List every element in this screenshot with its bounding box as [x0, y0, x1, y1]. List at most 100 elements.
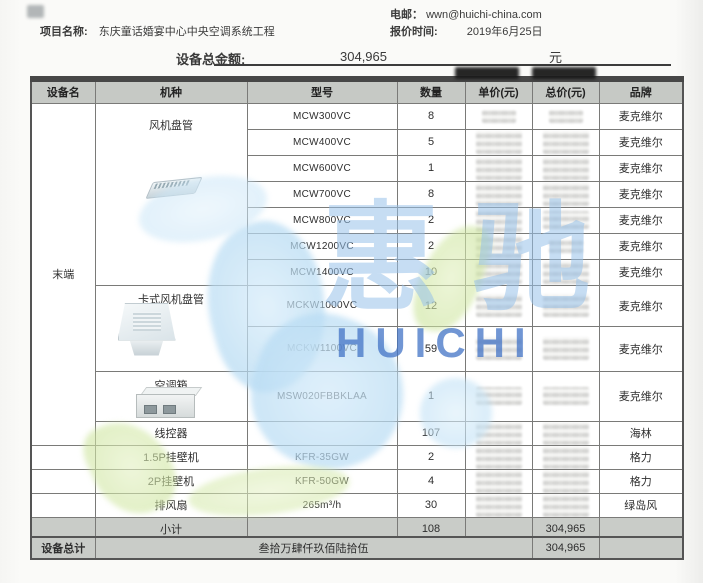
qty-cell: 30 — [396, 492, 466, 518]
email-value: wwn@huichi-china.com — [426, 9, 542, 21]
model-cell: KFR-35GW — [246, 444, 398, 470]
redacted-price — [542, 494, 589, 516]
brand-cell: 麦克维尔 — [598, 206, 684, 234]
total-price-redacted — [531, 154, 600, 182]
model-cell: KFR-50GW — [246, 468, 398, 494]
total-price-redacted — [531, 284, 600, 327]
unit-price-redacted — [464, 444, 533, 470]
brand-cell: 格力 — [598, 468, 684, 494]
device-cell-empty — [30, 444, 96, 470]
table-row: 2P挂壁机 KFR-50GW 4 格力 — [30, 468, 684, 494]
grand-total-value: 304,965 — [531, 536, 600, 560]
total-price-redacted — [531, 128, 600, 156]
table-row: 1.5P挂壁机 KFR-35GW 2 格力 — [30, 444, 684, 470]
stamp-mark — [27, 5, 44, 18]
model-cell: MCW300VC — [246, 102, 398, 130]
table-row: 末端 风机盘管 MCW300VC 8 麦克维尔 — [30, 102, 684, 446]
project-name-label: 项目名称: — [40, 26, 88, 38]
table-row: 线控器 107 海林 — [31, 420, 684, 446]
model-cell: MSW020FBBKLAA — [246, 370, 398, 422]
model-cell: MCW600VC — [246, 154, 398, 182]
col-header-qty: 数量 — [396, 78, 466, 104]
unit-price-redacted — [464, 492, 533, 518]
redacted-price — [542, 337, 589, 360]
email-label: 电邮： — [390, 9, 423, 21]
quotation-table: 设备名 机种 型号 数量 单价(元) 总价(元) 品牌 末端 风机盘管 MCW3… — [30, 76, 684, 543]
model-cell: MCW800VC — [246, 206, 398, 234]
redaction-mark — [532, 67, 596, 79]
redacted-price — [548, 109, 583, 123]
total-price-redacted — [531, 492, 600, 518]
table-row: 卡式风机盘管 MCKW1000VC 12 麦克维尔 — [31, 284, 684, 372]
table-row: 排风扇 265m³/h 30 绿岛风 — [30, 492, 684, 518]
redacted-price — [475, 234, 522, 258]
cassette-fan-coil-image — [117, 302, 178, 361]
quote-date-label: 报价时间: — [390, 26, 438, 38]
redaction-mark — [455, 67, 519, 79]
total-price-redacted — [531, 180, 600, 208]
unit-price-redacted — [464, 128, 533, 156]
table-row: MCW400VC 5 麦克维尔 — [31, 128, 684, 156]
total-price-redacted — [531, 102, 600, 130]
redacted-price — [542, 422, 589, 444]
redacted-price — [475, 182, 522, 206]
duct-fan-coil-image — [143, 173, 203, 203]
redacted-price — [475, 156, 522, 180]
redacted-price — [542, 294, 589, 317]
model-cell: MCW1200VC — [246, 232, 398, 260]
qty-cell: 4 — [396, 468, 466, 494]
redacted-price — [475, 494, 522, 516]
col-header-unit-price: 单价(元) — [464, 78, 533, 104]
redacted-price — [542, 260, 589, 284]
total-price-redacted — [531, 420, 600, 446]
total-price-redacted — [531, 370, 600, 422]
total-price-redacted — [531, 444, 600, 470]
email-row: 电邮： wwn@huichi-china.com — [390, 6, 542, 22]
total-price-redacted — [531, 258, 600, 286]
model-cell: MCKW1100VC — [246, 325, 398, 372]
group-cassette-cell: 卡式风机盘管 — [94, 284, 248, 372]
brand-cell: 麦克维尔 — [598, 258, 684, 286]
qty-cell: 1 — [396, 370, 466, 422]
model-cell — [246, 420, 398, 446]
unit-price-redacted — [464, 180, 533, 208]
col-header-total-price: 总价(元) — [531, 78, 600, 104]
total-price-redacted — [531, 206, 600, 234]
qty-cell: 10 — [396, 258, 466, 286]
redacted-price — [475, 470, 522, 492]
redacted-price — [475, 337, 522, 360]
project-name-row: 项目名称: 东庆童话婚宴中心中央空调系统工程 — [40, 23, 275, 39]
col-header-model: 型号 — [246, 78, 398, 104]
quote-date-value: 2019年6月25日 — [466, 26, 543, 38]
device-cell-empty — [30, 468, 96, 494]
total-amount-value: 304,965 — [340, 49, 387, 64]
total-price-redacted — [531, 232, 600, 260]
ahu-image — [135, 386, 202, 418]
model-cell: MCKW1000VC — [246, 284, 398, 327]
redacted-price — [475, 130, 522, 154]
group-label-exhaust-fan: 排风扇 — [94, 492, 248, 518]
total-amount-row: 设备总金额: — [176, 49, 245, 68]
qty-cell: 59 — [396, 325, 466, 372]
grand-total-row: 设备总计 叁拾万肆仟玖佰陆拾伍 304,965 — [30, 536, 684, 560]
redacted-price — [542, 130, 589, 154]
redacted-price — [475, 294, 522, 317]
redacted-price — [542, 211, 589, 229]
redacted-price — [542, 387, 589, 405]
qty-cell: 2 — [396, 206, 466, 234]
qty-cell: 107 — [396, 420, 466, 446]
grand-total-table: 设备总计 叁拾万肆仟玖佰陆拾伍 304,965 — [30, 536, 684, 560]
unit-price-redacted — [464, 154, 533, 182]
model-cell: MCW1400VC — [246, 258, 398, 286]
qty-cell: 8 — [396, 102, 466, 130]
grand-total-brand-empty — [598, 536, 684, 560]
qty-cell: 12 — [396, 284, 466, 327]
grand-total-amount-cn: 叁拾万肆仟玖佰陆拾伍 — [94, 536, 533, 560]
redacted-price — [542, 156, 589, 180]
brand-cell: 格力 — [598, 444, 684, 470]
unit-price-redacted — [464, 468, 533, 494]
col-header-machine-type: 机种 — [94, 78, 248, 104]
device-group-cell: 末端 — [30, 102, 96, 446]
group-label-wall-15p: 1.5P挂壁机 — [94, 444, 248, 470]
